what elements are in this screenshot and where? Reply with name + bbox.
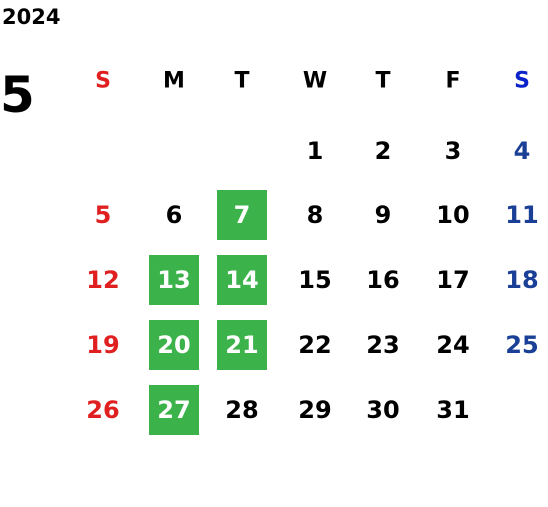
day-number: 18 — [505, 266, 538, 294]
day-number: 20 — [157, 331, 190, 359]
day-number: 7 — [234, 201, 251, 229]
weekday-label: F — [445, 69, 460, 94]
highlight-box — [149, 320, 199, 370]
day-number: 11 — [505, 201, 538, 229]
day-number: 12 — [86, 266, 119, 294]
day-number: 22 — [298, 331, 331, 359]
day-number: 6 — [166, 201, 183, 229]
day-number: 21 — [225, 331, 258, 359]
day-number: 16 — [366, 266, 399, 294]
day-number: 28 — [225, 396, 258, 424]
day-number: 9 — [375, 201, 392, 229]
day-number: 5 — [95, 201, 112, 229]
day-number: 17 — [436, 266, 469, 294]
weekday-label: M — [163, 69, 185, 94]
weekday-label: T — [234, 69, 249, 94]
weekday-label: S — [514, 69, 530, 94]
day-number: 27 — [157, 396, 190, 424]
day-number: 8 — [307, 201, 324, 229]
highlight-box — [217, 320, 267, 370]
day-number: 23 — [366, 331, 399, 359]
day-number: 15 — [298, 266, 331, 294]
day-number: 3 — [445, 137, 462, 165]
day-number: 4 — [514, 137, 531, 165]
weekday-label: T — [375, 69, 390, 94]
day-number: 31 — [436, 396, 469, 424]
day-number: 2 — [375, 137, 392, 165]
highlight-box — [149, 385, 199, 435]
month: 5 — [0, 66, 35, 124]
weekday-label: S — [95, 69, 111, 94]
day-number: 13 — [157, 266, 190, 294]
day-number: 10 — [436, 201, 469, 229]
weekday-label: W — [303, 69, 327, 94]
day-number: 25 — [505, 331, 538, 359]
day-number: 24 — [436, 331, 469, 359]
day-number: 19 — [86, 331, 119, 359]
day-number: 30 — [366, 396, 399, 424]
highlight-box — [217, 190, 267, 240]
day-number: 26 — [86, 396, 119, 424]
day-number: 14 — [225, 266, 258, 294]
day-number: 29 — [298, 396, 331, 424]
highlight-box — [217, 255, 267, 305]
day-number: 1 — [307, 137, 324, 165]
highlight-box — [149, 255, 199, 305]
year: 2024 — [2, 5, 60, 29]
